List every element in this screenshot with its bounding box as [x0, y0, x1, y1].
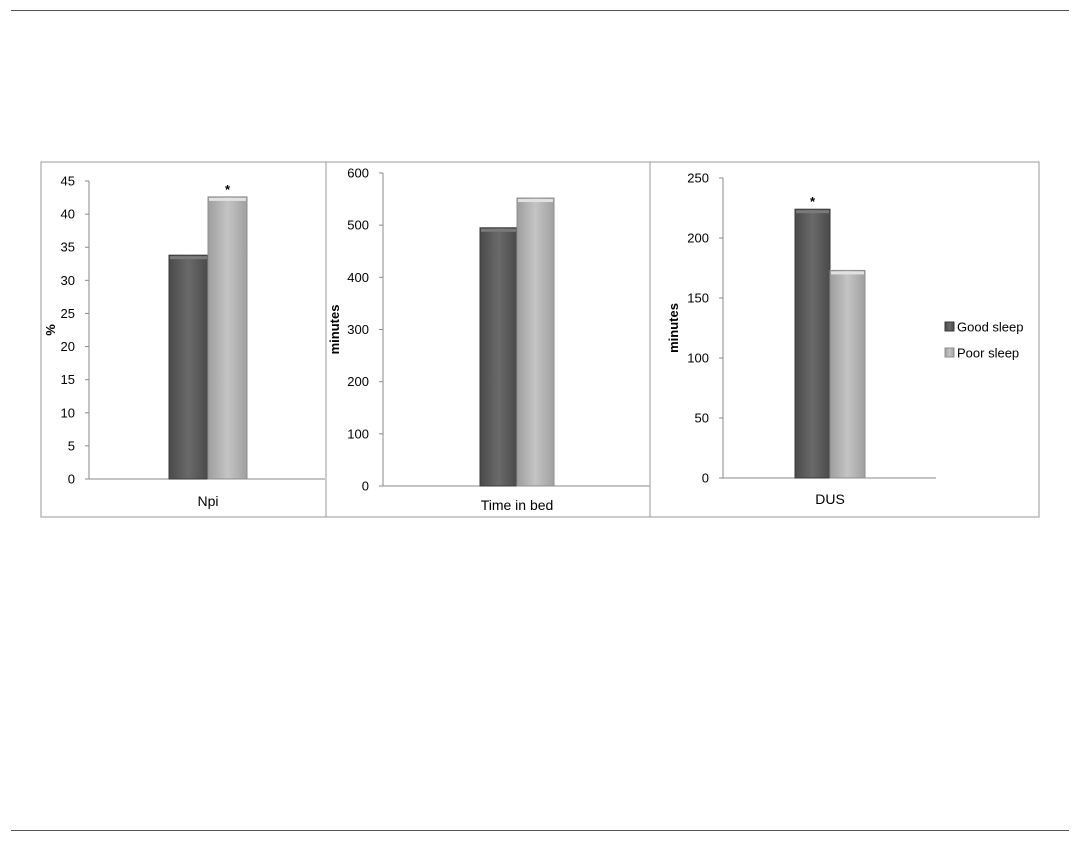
y-tick-label: 40 — [61, 207, 75, 222]
bottom-rule — [11, 830, 1069, 831]
y-tick-label: 0 — [702, 471, 709, 486]
y-tick-label: 600 — [347, 166, 369, 181]
y-tick-label: 10 — [61, 405, 75, 420]
y-tick-label: 500 — [347, 218, 369, 233]
y-tick-label: 400 — [347, 270, 369, 285]
chart-panel-3: 0 50 100 150 200 250 minutes * DUS — [649, 161, 1040, 518]
bar-good-sleep — [168, 254, 209, 480]
bar-bevel-good-sleep — [796, 210, 829, 214]
y-tick-label: 100 — [687, 351, 709, 366]
y-tick-label: 25 — [61, 306, 75, 321]
y-tick-label: 35 — [61, 240, 75, 255]
chart-panels: 051015202530354045%*Npi01002003004005006… — [40, 161, 1040, 518]
legend-label: Good sleep — [957, 320, 1024, 335]
y-tick-label: 20 — [61, 339, 75, 354]
category-label: Npi — [197, 493, 218, 509]
y-tick-label: 30 — [61, 273, 75, 288]
chart-panel-2: 0 100 200 300 400 500 600 minutes Time in bed — [325, 161, 651, 518]
category-label: DUS — [815, 491, 845, 507]
bar-bevel-poor-sleep — [518, 199, 553, 203]
legend: Good sleep Poor sleep — [944, 320, 1024, 361]
y-tick-label: 15 — [61, 372, 75, 387]
y-tick-label: 5 — [68, 438, 75, 453]
y-tick-label: 250 — [687, 171, 709, 186]
legend-label: Poor sleep — [957, 346, 1019, 361]
y-axis-title: minutes — [327, 305, 342, 355]
bar-bevel-good-sleep — [170, 256, 207, 260]
y-axis-title: % — [43, 324, 58, 336]
y-tick-label: 150 — [687, 291, 709, 306]
y-tick-label: 45 — [61, 174, 75, 189]
bar-good-sleep — [479, 227, 518, 487]
legend-item-good-sleep: Good sleep — [944, 320, 1024, 335]
bar-good-sleep — [794, 208, 831, 479]
bar-poor-sleep — [516, 197, 555, 487]
significance-marker: * — [810, 194, 816, 209]
top-rule — [11, 10, 1069, 11]
bar-poor-sleep — [829, 269, 866, 479]
y-tick-label: 300 — [347, 322, 369, 337]
y-tick-label: 200 — [687, 231, 709, 246]
bar-poor-sleep — [207, 196, 248, 480]
y-tick-label: 50 — [695, 411, 709, 426]
significance-marker: * — [225, 182, 231, 197]
y-tick-label: 0 — [68, 472, 75, 487]
category-label: Time in bed — [481, 497, 554, 513]
y-tick-label: 0 — [362, 479, 369, 494]
legend-swatch — [944, 321, 955, 332]
y-tick-label: 200 — [347, 374, 369, 389]
chart-panel-1: 0 5 10 15 20 25 30 35 40 45% * Npi — [40, 161, 327, 518]
bar-bevel-good-sleep — [481, 228, 516, 232]
legend-item-poor-sleep: Poor sleep — [944, 346, 1019, 361]
bar-bevel-poor-sleep — [209, 197, 246, 201]
y-tick-label: 100 — [347, 426, 369, 441]
legend-swatch — [944, 347, 955, 358]
bar-bevel-poor-sleep — [831, 271, 864, 275]
y-axis-title: minutes — [666, 303, 681, 353]
